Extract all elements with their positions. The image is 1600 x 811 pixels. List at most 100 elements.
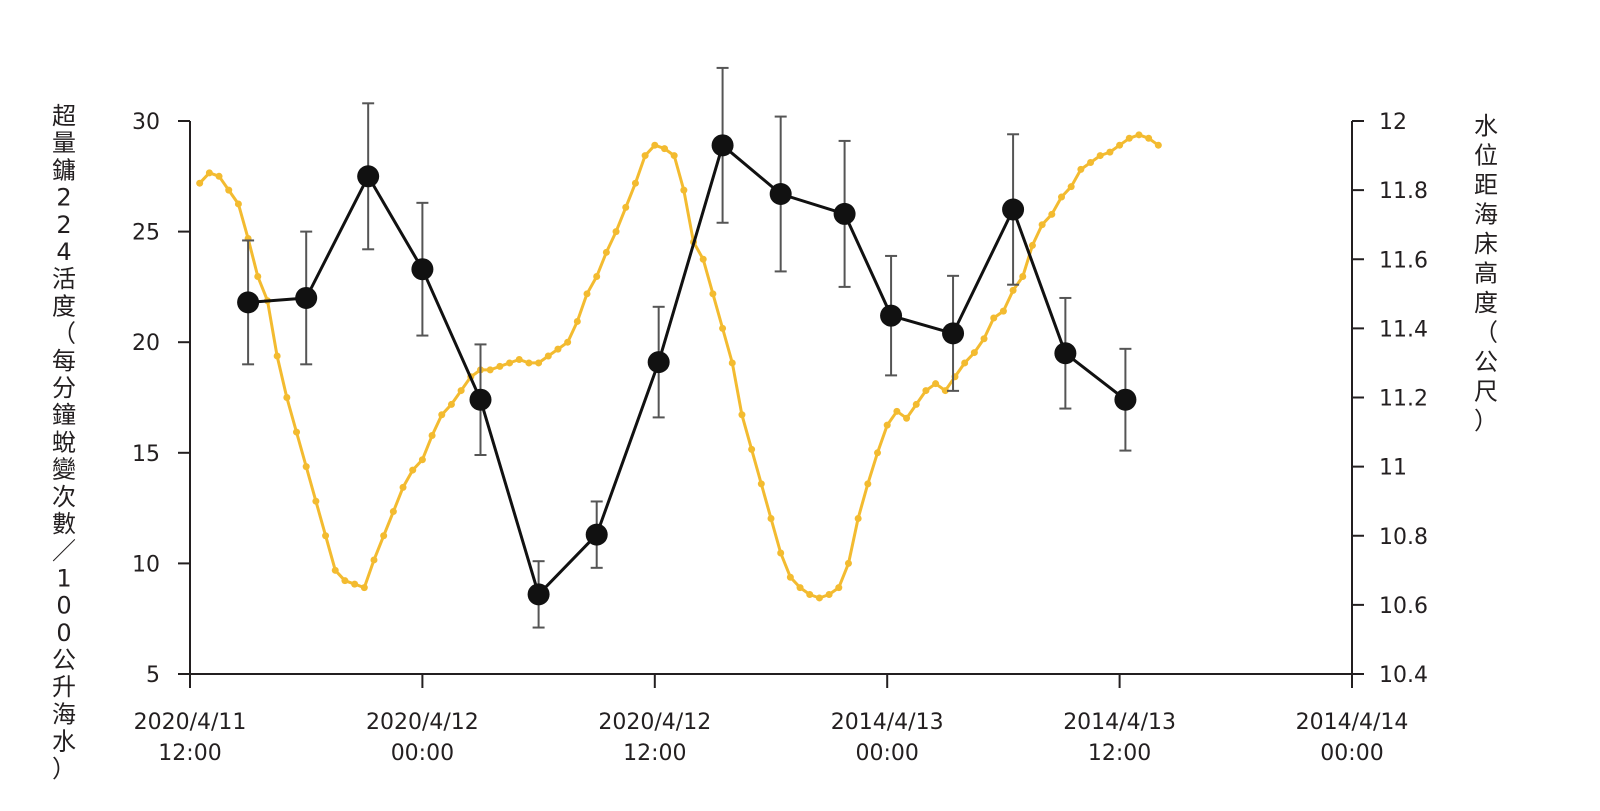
water-level-point	[699, 255, 707, 263]
right-axis-tick-label: 11.4	[1379, 317, 1428, 342]
water-level-point	[631, 179, 639, 187]
right-axis-tick-label: 11.2	[1379, 387, 1428, 412]
water-level-point	[496, 362, 504, 370]
water-level-point	[447, 400, 455, 408]
axis-titles: 超量鏞 2 2 4 活度（每分鐘蛻變次數／ 1 0 0 公升海水） 水位距海床高度（公尺）	[52, 102, 1498, 783]
activity-point	[585, 523, 608, 546]
water-level-point	[273, 352, 281, 360]
water-level-point	[205, 169, 213, 177]
activity-point	[942, 322, 965, 345]
water-level-point	[506, 359, 514, 367]
water-level-point	[312, 497, 320, 505]
water-level-point	[1106, 148, 1114, 156]
water-level-point	[660, 145, 668, 153]
water-level-point	[254, 273, 262, 281]
water-level-point	[370, 556, 378, 564]
water-level-point	[322, 532, 330, 540]
water-level-point	[573, 317, 581, 325]
water-level-point	[225, 186, 233, 194]
left-axis-title: 超量鏞 2 2 4 活度（每分鐘蛻變次數／ 1 0 0 公升海水）	[52, 102, 76, 783]
water-level-point	[709, 290, 717, 298]
water-level-point	[641, 152, 649, 160]
water-level-point	[719, 324, 727, 332]
water-level-point	[283, 394, 291, 401]
water-level-point	[612, 228, 620, 236]
water-level-point	[215, 172, 223, 180]
water-level-point	[486, 366, 494, 374]
right-axis-tick-label: 10.8	[1379, 525, 1428, 550]
water-level-point	[670, 152, 678, 160]
water-level-point	[1145, 134, 1153, 142]
water-level-point	[893, 407, 901, 415]
water-level-line	[198, 133, 1160, 600]
water-level-point	[786, 573, 794, 581]
left-axis-tick-label: 25	[132, 221, 160, 246]
water-level-point	[680, 186, 688, 194]
water-level-point	[341, 577, 349, 585]
right-axis-tick-label: 10.6	[1379, 594, 1428, 619]
activity-line	[247, 143, 1127, 596]
left-axis-tick-label: 10	[132, 552, 160, 577]
x-axis-tick-time: 00:00	[855, 741, 918, 766]
water-level-point	[748, 445, 756, 453]
activity-point	[1002, 198, 1025, 221]
water-level-point	[380, 532, 388, 540]
activity-point	[1054, 342, 1077, 365]
right-axis-tick-label: 11	[1379, 456, 1407, 481]
water-level-point	[293, 428, 301, 436]
water-level-point	[1028, 241, 1036, 249]
right-axis-tick-label: 10.4	[1379, 663, 1428, 688]
water-level-point	[399, 483, 407, 491]
x-axis-tick-date: 2020/4/12	[366, 710, 479, 735]
water-level-point	[806, 591, 814, 599]
x-axis-tick-time: 12:00	[1088, 741, 1151, 766]
activity-point	[295, 286, 318, 309]
water-level-point	[932, 380, 940, 388]
water-level-point	[525, 359, 533, 367]
water-level-point	[844, 559, 852, 567]
activity-point	[237, 291, 260, 314]
water-level-point	[234, 200, 242, 208]
water-level-point	[825, 591, 833, 599]
water-level-point	[854, 514, 862, 522]
water-level-point	[1125, 134, 1133, 142]
water-level-point	[999, 307, 1007, 315]
water-level-point	[903, 414, 911, 422]
water-level-point	[767, 514, 775, 522]
x-axis-tick-date: 2014/4/13	[1063, 710, 1176, 735]
water-level-point	[602, 248, 610, 256]
activity-point	[880, 304, 903, 327]
x-axis-tick-time: 00:00	[1320, 741, 1383, 766]
right-axis-tick-label: 11.8	[1379, 179, 1428, 204]
water-level-point	[302, 463, 310, 471]
water-level-point	[980, 335, 988, 343]
water-level-point	[535, 359, 543, 367]
water-level-point	[196, 179, 204, 187]
water-level-point	[389, 508, 397, 516]
water-level-point	[815, 594, 823, 602]
activity-point	[711, 134, 734, 157]
water-level-point	[1096, 152, 1104, 160]
right-axis-tick-label: 11.6	[1379, 248, 1428, 273]
left-axis-tick-label: 20	[132, 331, 160, 356]
water-level-point	[970, 349, 978, 357]
activity-point	[411, 258, 434, 281]
x-axis-tick-date: 2014/4/14	[1296, 710, 1409, 735]
water-level-point	[457, 387, 465, 395]
water-level-point	[438, 411, 446, 419]
water-level-point	[1038, 221, 1046, 229]
water-level-point	[912, 400, 920, 408]
water-level-point	[777, 549, 785, 557]
activity-series	[237, 66, 1137, 629]
water-level-point	[593, 273, 601, 281]
water-level-point	[1048, 210, 1056, 218]
water-level-point	[564, 338, 572, 346]
left-axis-tick-label: 5	[146, 663, 160, 688]
water-level-point	[1116, 141, 1124, 149]
water-level-point	[796, 584, 804, 592]
water-level-point	[409, 466, 417, 474]
x-axis-group: 2020/4/11 12:00 2020/4/12 00:00 2020/4/12 12:…	[134, 673, 1409, 766]
x-axis-tick-date: 2014/4/13	[831, 710, 944, 735]
water-level-point	[990, 314, 998, 322]
